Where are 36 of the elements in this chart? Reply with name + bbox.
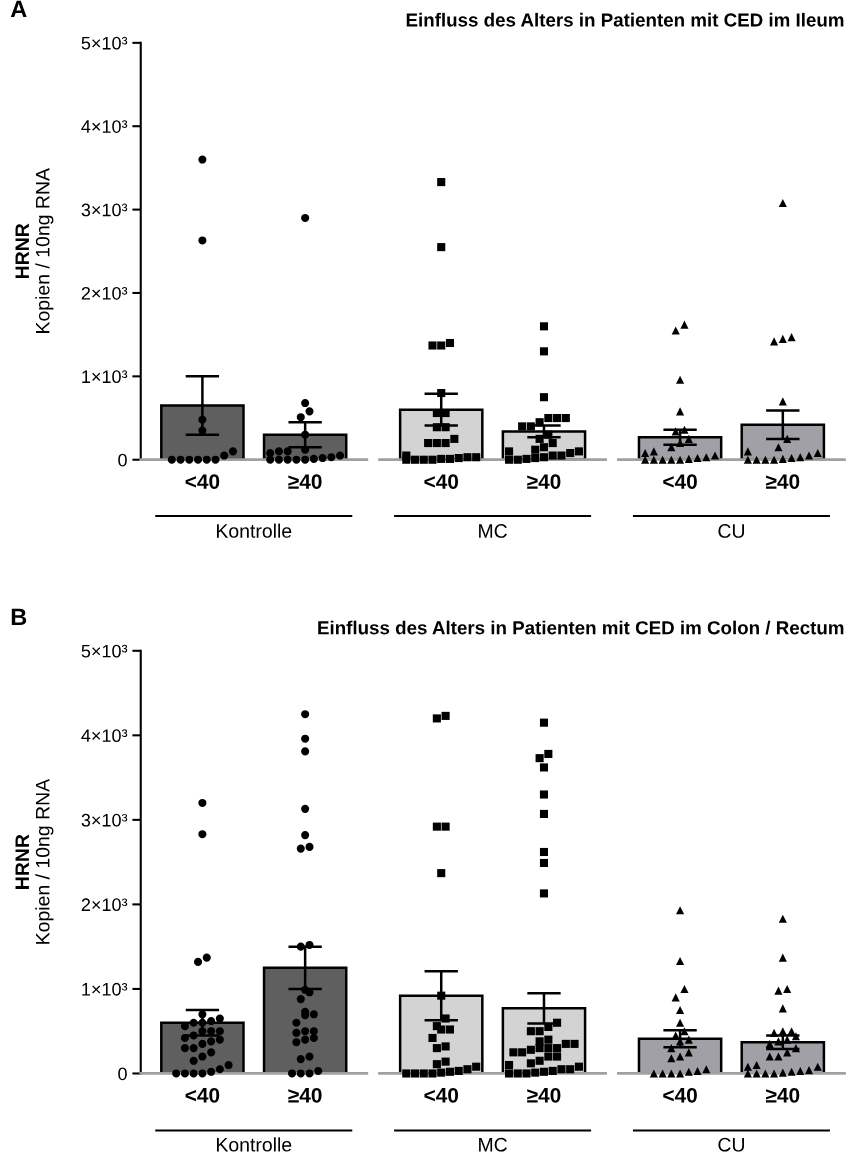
x-tick-label: <40	[663, 1087, 697, 1103]
x-tick-label: ≥40	[766, 474, 800, 489]
y-tick-label: 0	[118, 453, 127, 467]
y-tick-label: 1×10³	[82, 370, 128, 384]
y-tick-label: 3×10³	[81, 813, 128, 827]
x-axis-title: MC	[479, 524, 507, 538]
y-tick-label: 2×10³	[81, 898, 128, 912]
x-tick-label: <40	[185, 1087, 220, 1103]
x-tick-label: <40	[424, 1087, 459, 1103]
x-axis-title: MC	[479, 1137, 507, 1152]
x-tick-label: ≥40	[527, 1087, 561, 1103]
y-tick-label: 3×10³	[81, 203, 128, 217]
x-axis-title: CU	[718, 524, 744, 538]
y-tick-label: 4×10³	[81, 729, 128, 743]
x-axis-title: CU	[718, 1137, 744, 1152]
chart-title: Einfluss des Alters in Patienten mit CED im Ileum	[406, 12, 844, 27]
x-tick-label: ≥40	[527, 474, 561, 489]
x-tick-label: <40	[424, 474, 459, 489]
chart-title: Einfluss des Alters in Patienten mit CED im Colon / Rectum	[318, 620, 844, 635]
text: B	[11, 608, 27, 626]
x-axis-title: Kontrolle	[216, 523, 292, 538]
y-tick-label: 5×10³	[81, 36, 128, 50]
x-tick-label: ≥40	[288, 474, 322, 489]
y-axis-title: HRNR Kopien / 10ng RNA	[15, 168, 54, 333]
y-tick-label: 0	[118, 1067, 127, 1081]
y-tick-label: 4×10³	[81, 120, 128, 133]
x-tick-label: <40	[663, 474, 697, 489]
y-axis-title: HRNR Kopien / 10ng RNA	[15, 778, 54, 944]
text: A	[10, 0, 27, 18]
x-tick-label: <40	[185, 474, 220, 489]
y-tick-label: 1×10³	[82, 982, 128, 996]
x-tick-label: ≥40	[766, 1087, 800, 1103]
x-tick-label: ≥40	[288, 1087, 322, 1103]
y-tick-label: 5×10³	[81, 644, 128, 658]
x-axis-title: Kontrolle	[216, 1137, 292, 1152]
y-tick-label: 2×10³	[81, 286, 128, 300]
